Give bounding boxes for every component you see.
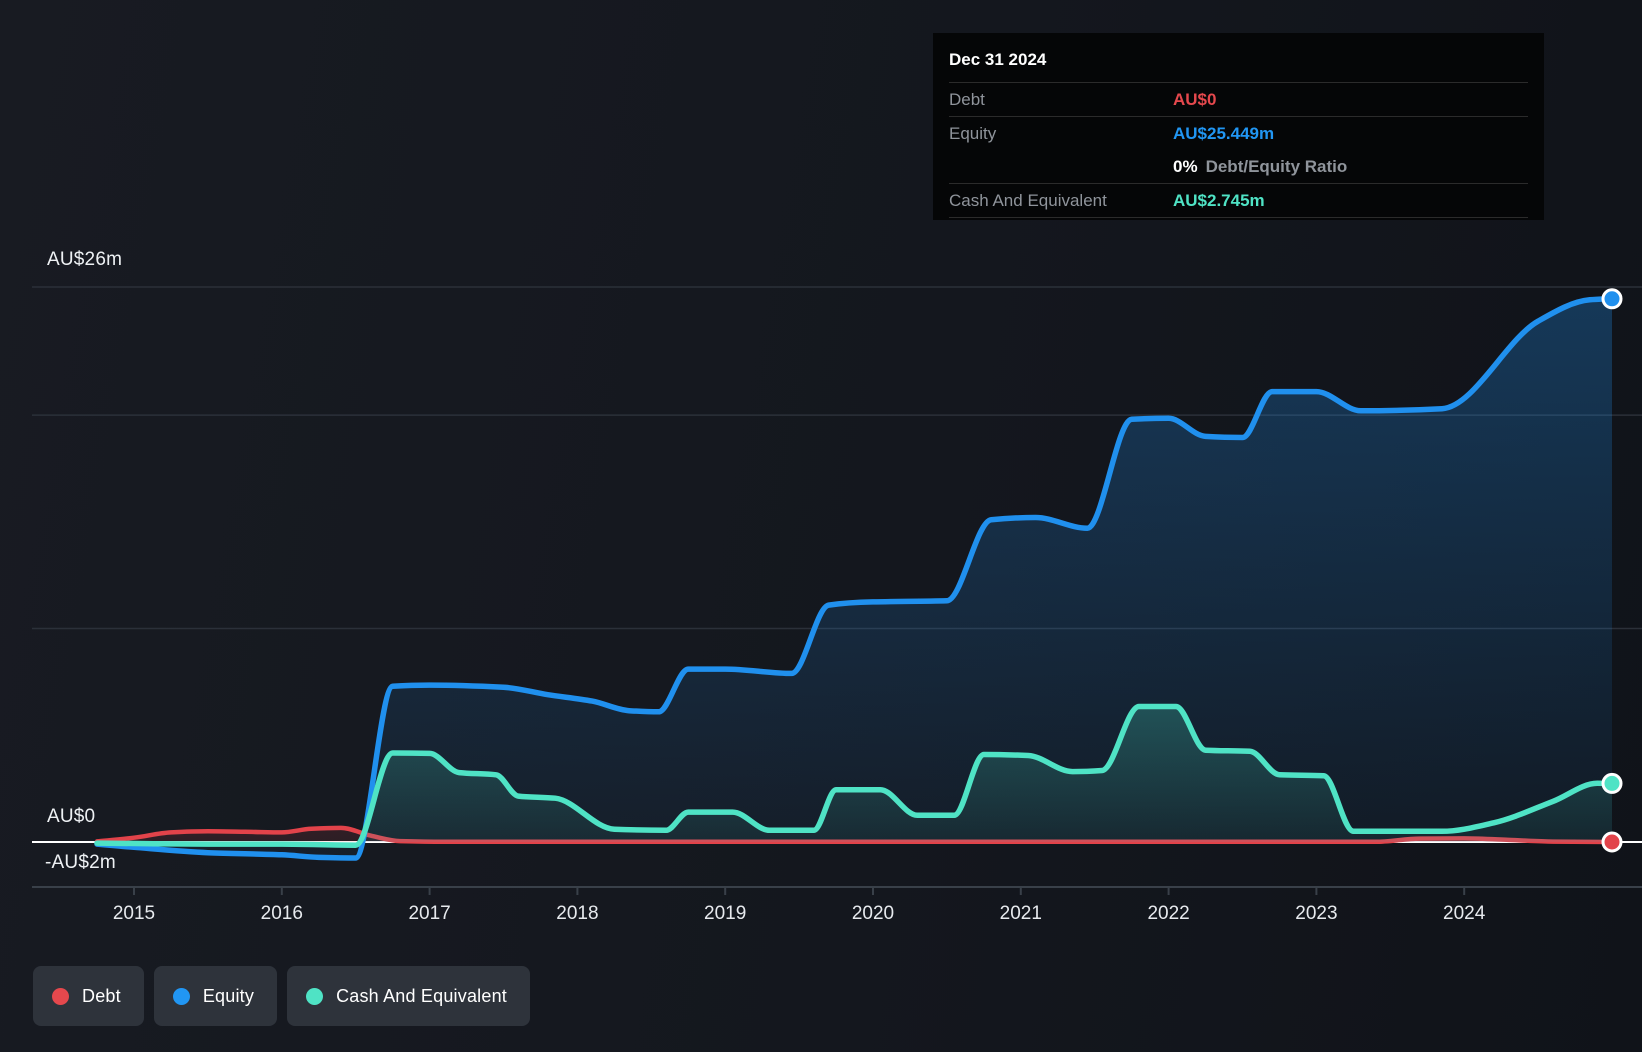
- legend-item-cash[interactable]: Cash And Equivalent: [287, 966, 530, 1026]
- x-axis-label-2018: 2018: [556, 903, 598, 924]
- debt-dot-icon: [52, 987, 69, 1005]
- x-axis-label-2017: 2017: [408, 903, 450, 924]
- y-axis-label-zero: AU$0: [47, 806, 96, 827]
- legend-item-equity[interactable]: Equity: [153, 966, 278, 1026]
- x-axis-label-2023: 2023: [1295, 903, 1337, 924]
- tooltip-row-ratio: 0% Debt/Equity Ratio: [949, 150, 1528, 183]
- x-axis-label-2022: 2022: [1147, 903, 1189, 924]
- x-axis-label-2020: 2020: [852, 903, 894, 924]
- debt-end-marker[interactable]: [1601, 831, 1623, 853]
- x-axis-label-2021: 2021: [1000, 903, 1042, 924]
- x-axis-label-2024: 2024: [1443, 903, 1486, 924]
- equity-dot-icon: [172, 987, 190, 1005]
- cash-dot-icon: [306, 987, 324, 1005]
- legend-equity-label: Equity: [202, 985, 255, 1006]
- cash-and-equivalent-area: [97, 706, 1612, 846]
- y-axis-label-neg2m: -AU$2m: [45, 852, 116, 873]
- cash-and-equivalent-line: [94, 703, 1615, 848]
- tooltip-equity-value: AU$25.449m: [1173, 123, 1275, 143]
- tooltip-row-cash: Cash And Equivalent AU$2.745m: [949, 183, 1528, 218]
- y-axis-label-26m: AU$26m: [47, 249, 123, 270]
- equity-end-marker[interactable]: [1601, 288, 1623, 310]
- tooltip-debt-value: AU$0: [1173, 89, 1217, 109]
- tooltip-row-debt: Debt AU$0: [949, 82, 1528, 116]
- tooltip-equity-label: Equity: [949, 123, 997, 143]
- x-axis-label-2015: 2015: [113, 903, 155, 924]
- legend-debt-label: Debt: [82, 985, 121, 1006]
- tooltip-debt-label: Debt: [949, 89, 985, 109]
- chart-tooltip: Dec 31 2024 Debt AU$0 Equity AU$25.449m …: [933, 33, 1544, 220]
- cash-and-equivalent-end-marker[interactable]: [1601, 772, 1623, 794]
- tooltip-ratio-label: Debt/Equity Ratio: [1205, 156, 1348, 176]
- tooltip-cash-label: Cash And Equivalent: [949, 190, 1107, 210]
- legend-item-debt[interactable]: Debt: [33, 966, 144, 1026]
- tooltip-ratio-value: 0%: [1173, 156, 1198, 176]
- chart-legend: Debt Equity Cash And Equivalent: [33, 966, 530, 1026]
- equity-area: [97, 298, 1612, 858]
- x-axis-label-2019: 2019: [704, 903, 746, 924]
- tooltip-row-equity: Equity AU$25.449m: [949, 116, 1528, 150]
- x-axis-label-2016: 2016: [261, 903, 303, 924]
- tooltip-date: Dec 31 2024: [949, 50, 1047, 69]
- legend-cash-label: Cash And Equivalent: [336, 985, 507, 1006]
- tooltip-cash-value: AU$2.745m: [1173, 190, 1265, 210]
